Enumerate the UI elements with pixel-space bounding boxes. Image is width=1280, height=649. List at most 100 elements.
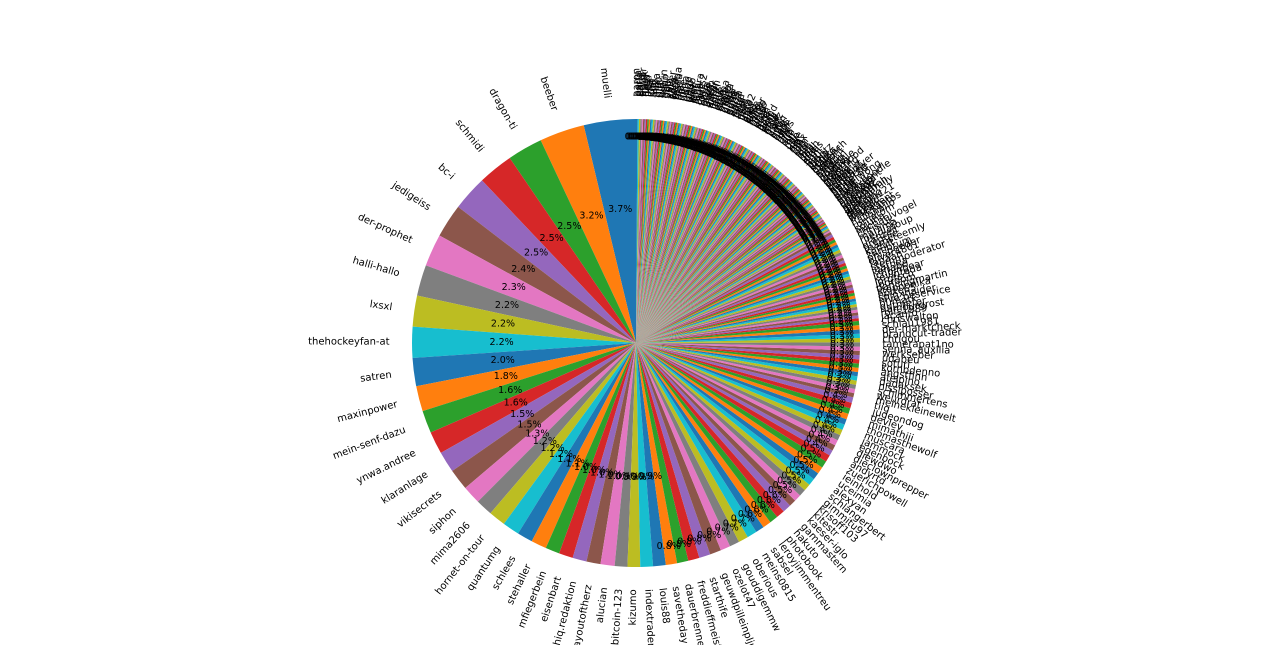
pie-slice xyxy=(636,119,641,344)
pie-slice xyxy=(636,276,851,343)
pie-slice xyxy=(636,217,823,343)
pie-slice xyxy=(636,152,756,343)
pie-slice xyxy=(636,136,724,343)
pie-slice-percent: 0.1% xyxy=(802,234,826,245)
pie-slice xyxy=(636,295,856,343)
pie-slice-percent: 0.1% xyxy=(798,228,822,239)
pie-slice-label: aaron xyxy=(631,68,642,97)
pie-slice-percent: 0.2% xyxy=(812,253,836,264)
pie-slice xyxy=(518,343,636,542)
pie-slice xyxy=(636,284,853,343)
pie-slice xyxy=(636,187,799,343)
pie-slice xyxy=(636,343,810,491)
pie-slice-percent: 0.6% xyxy=(757,495,781,506)
pie-slice-label: bc-i xyxy=(436,162,457,182)
pie-slice-percent: 0.1% xyxy=(646,133,670,144)
pie-slice-percent: 0.2% xyxy=(817,265,841,276)
pie-slice-percent: 0.1% xyxy=(793,219,817,230)
pie-slice xyxy=(636,231,832,343)
pie-slice-label: halli-hallo xyxy=(351,255,401,279)
pie-slice-percent: 0.1% xyxy=(712,151,736,162)
pie-slice xyxy=(636,225,828,343)
pie-slice-percent: 0.1% xyxy=(772,194,796,205)
pie-slice-percent: 0.6% xyxy=(738,509,762,520)
pie-slice-percent: 0.3% xyxy=(829,362,853,373)
pie-slice xyxy=(636,138,729,343)
pie-slice-label: mika xyxy=(650,73,663,98)
pie-slice xyxy=(452,343,636,489)
pie-slice-percent: 0.8% xyxy=(667,539,691,550)
pie-slice-percent: 0.8% xyxy=(697,530,721,541)
pie-slice xyxy=(636,343,841,441)
pie-slice xyxy=(636,343,838,446)
pie-slice-percent: 0.4% xyxy=(811,425,835,436)
pie-slice xyxy=(636,137,727,343)
pie-slice-percent: 0.2% xyxy=(815,260,839,271)
pie-slice xyxy=(583,119,636,343)
pie-slice-percent: 0.1% xyxy=(699,146,723,157)
pie-slice-percent: 0.1% xyxy=(695,144,719,155)
pie-slice-percent: 0.1% xyxy=(709,150,733,161)
pie-slice xyxy=(636,142,738,343)
pie-slice xyxy=(636,343,819,480)
pie-slice-percent: 0.4% xyxy=(823,390,847,401)
pie-slice xyxy=(425,235,636,343)
pie-slice-percent: 0.5% xyxy=(781,470,805,481)
pie-slice-label: soturi xyxy=(881,358,910,371)
pie-slice xyxy=(636,343,851,414)
pie-slice-label: lxsxl xyxy=(369,299,393,313)
pie-slice xyxy=(636,135,723,343)
pie-slice-label: ilse xyxy=(644,80,656,97)
pie-slice xyxy=(636,315,859,343)
pie-slice xyxy=(636,129,707,343)
pie-slice-label: dragon-ti xyxy=(486,87,518,132)
pie-slice-percent: 0.4% xyxy=(813,420,837,431)
pie-slice-percent: 0.1% xyxy=(737,166,761,177)
pie-slice xyxy=(636,205,814,343)
pie-slice-percent: 0.1% xyxy=(720,155,744,166)
pie-slice xyxy=(636,343,689,564)
pie-slice xyxy=(636,239,836,343)
pie-slice-percent: 0.1% xyxy=(780,203,804,214)
pie-slice xyxy=(636,161,769,343)
pie-slice-percent: 0.1% xyxy=(703,147,727,158)
pie-slice xyxy=(636,123,683,343)
pie-slice-percent: 0.1% xyxy=(688,142,712,153)
pie-slice-percent: 0.1% xyxy=(746,172,770,183)
pie-slice xyxy=(636,343,845,430)
pie-slice-percent: 0.1% xyxy=(786,211,810,222)
pie-slice xyxy=(636,120,666,343)
pie-slice-percent: 0.2% xyxy=(823,282,847,293)
pie-slice-percent: 0.2% xyxy=(827,303,851,314)
pie-slice-percent: 0.5% xyxy=(777,475,801,486)
pie-slice xyxy=(636,186,798,343)
pie-slice-percent: 1.0% xyxy=(598,470,622,481)
pie-slice xyxy=(636,144,742,343)
pie-slice xyxy=(636,343,814,485)
pie-slice-percent: 0.1% xyxy=(706,149,730,160)
pie-slice-percent: 0.2% xyxy=(822,280,846,291)
pie-slice xyxy=(636,199,809,343)
pie-slice xyxy=(636,216,822,343)
pie-slice-percent: 0.1% xyxy=(801,231,825,242)
pie-slice-percent: 0.1% xyxy=(761,184,785,195)
pie-slice-percent: 3.7% xyxy=(608,204,632,215)
pie-slice xyxy=(636,220,825,343)
pie-slice xyxy=(439,206,636,343)
pie-slice xyxy=(636,206,815,343)
pie-slice xyxy=(636,150,752,343)
pie-slice-percent: 0.1% xyxy=(790,215,814,226)
pie-slice xyxy=(636,343,654,567)
pie-slice xyxy=(636,120,661,343)
pie-slice-label: thehockeyfan-at xyxy=(308,336,390,347)
pie-slice xyxy=(636,119,639,343)
pie-slice xyxy=(636,119,648,343)
pie-slice-percent: 0.1% xyxy=(638,132,662,143)
pie-slice-percent: 0.2% xyxy=(818,267,842,278)
pie-slice-percent: 0.4% xyxy=(808,429,832,440)
pie-slice xyxy=(636,145,743,343)
pie-slice-percent: 0.7% xyxy=(715,523,739,534)
pie-slice xyxy=(636,122,679,343)
pie-slice xyxy=(636,244,839,343)
